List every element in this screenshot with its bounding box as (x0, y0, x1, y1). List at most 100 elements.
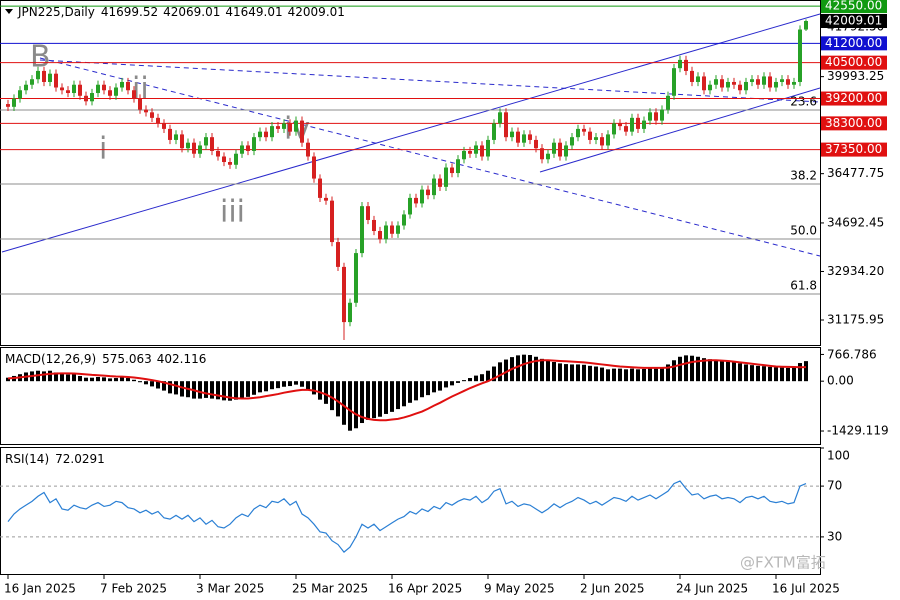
candle-body (156, 117, 160, 124)
macd-bar (108, 378, 112, 382)
level-label: 42550.00 (825, 0, 882, 13)
macd-bar (42, 371, 46, 382)
macd-bar (54, 372, 58, 382)
candle-body (90, 93, 94, 102)
macd-bar (678, 356, 682, 382)
macd-bar (156, 381, 160, 389)
macd-bar (102, 377, 106, 382)
macd-bar (324, 381, 328, 404)
candle-body (702, 76, 706, 91)
candle-body (720, 79, 724, 88)
x-tick-label: 25 Mar 2025 (292, 582, 368, 596)
macd-bar (750, 365, 754, 382)
macd-bar (624, 369, 628, 382)
macd-bar (216, 381, 220, 400)
candle-body (408, 197, 412, 215)
y-tick-label: 70 (827, 479, 842, 493)
macd-bar (90, 377, 94, 382)
candle-body (72, 84, 76, 94)
fib-label: 50.0 (790, 223, 817, 237)
macd-bar (312, 381, 316, 395)
candle-body (588, 131, 592, 140)
macd-bar (204, 381, 208, 398)
candle-body (624, 126, 628, 132)
macd-bar (366, 381, 370, 420)
macd-bar (486, 370, 490, 382)
candle-body (642, 120, 646, 129)
macd-header: MACD(12,26,9) 575.063 402.116 (5, 352, 206, 366)
open-value: 41699.52 (101, 5, 158, 19)
macd-bar (252, 381, 256, 395)
y-tick-label: 100 (827, 449, 850, 463)
close-value: 42009.01 (288, 5, 345, 19)
header-icon (5, 9, 13, 14)
macd-bar (798, 363, 802, 382)
macd-bar (516, 355, 520, 382)
macd-bar (318, 381, 322, 400)
x-tick-label: 16 Jul 2025 (772, 582, 840, 596)
candle-body (774, 81, 778, 88)
x-tick-label: 3 Mar 2025 (196, 582, 264, 596)
candle-body (174, 134, 178, 140)
candle-body (120, 81, 124, 88)
macd-bar (300, 381, 304, 387)
macd-bar (756, 365, 760, 382)
current-price-label: 42009.01 (825, 14, 882, 28)
macd-bar (174, 381, 178, 395)
candle-body (150, 112, 154, 118)
candle-body (210, 137, 214, 151)
trend-line (539, 87, 821, 173)
macd-bar (558, 363, 562, 382)
macd-bar (240, 381, 244, 398)
candle-body (684, 59, 688, 71)
candle-body (252, 137, 256, 151)
candle-body (198, 145, 202, 154)
macd-bar (690, 355, 694, 382)
y-tick-label: 36477.75 (827, 166, 884, 180)
macd-bar (672, 360, 676, 382)
candle-body (132, 90, 136, 99)
macd-bar (450, 381, 454, 386)
macd-bar (384, 381, 388, 414)
rsi-line (7, 480, 807, 553)
symbol: JPN225,Daily (17, 5, 95, 19)
macd-bar (378, 381, 382, 417)
macd-bar (414, 381, 418, 401)
x-tick-label: 24 Jun 2025 (676, 582, 748, 596)
candle-body (666, 95, 670, 110)
level-box (821, 91, 887, 106)
rsi-header: RSI(14) 72.0291 (5, 452, 105, 466)
macd-bar (582, 364, 586, 382)
macd-bar (144, 381, 148, 385)
macd-bar (162, 381, 166, 391)
macd-bar (180, 381, 184, 397)
candle-body (762, 76, 766, 85)
candle-body (378, 231, 382, 240)
candle-body (42, 70, 46, 82)
candle-body (744, 81, 748, 91)
level-label: 41200.00 (825, 36, 882, 50)
fib-label: 38.2 (790, 168, 817, 182)
macd-bar (474, 375, 478, 382)
price-panel-frame (0, 0, 821, 346)
candle-body (756, 79, 760, 85)
candle-body (798, 29, 802, 82)
trend-line (39, 59, 821, 103)
fib-label: 23.6 (790, 94, 817, 108)
level-box (821, 0, 887, 14)
wave-label: B (30, 40, 51, 75)
macd-bar (348, 381, 352, 431)
macd-bar (198, 381, 202, 399)
trend-line (1, 13, 821, 253)
macd-bar (696, 356, 700, 382)
macd-bar (732, 362, 736, 382)
level-label: 38300.00 (825, 116, 882, 130)
rsi-value: 72.0291 (55, 452, 105, 466)
candle-body (768, 76, 772, 88)
candle-body (192, 142, 196, 154)
candle-body (594, 137, 598, 140)
macd-bar (84, 377, 88, 382)
